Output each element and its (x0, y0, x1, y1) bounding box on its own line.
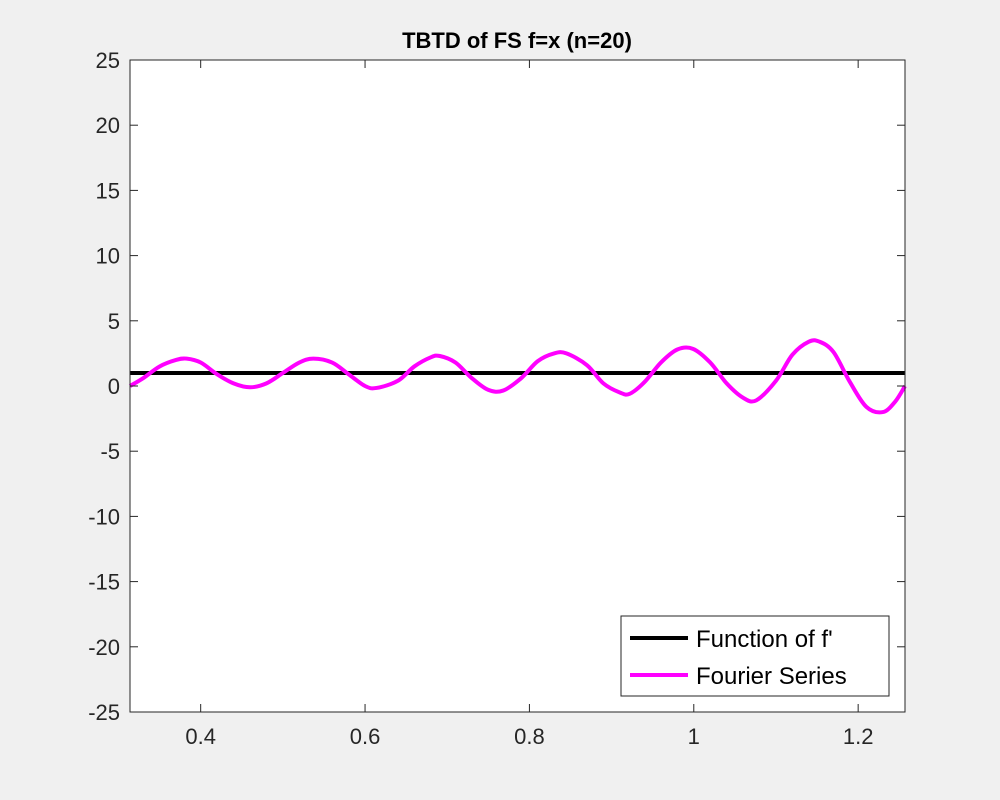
chart-title: TBTD of FS f=x (n=20) (402, 28, 632, 53)
y-axis-ticks: -25 -20 -15 -10 -5 0 5 10 15 20 25 (88, 48, 905, 725)
x-tick-label: 1.2 (843, 724, 874, 749)
y-tick-label: 10 (96, 244, 120, 269)
series-layer (128, 338, 907, 415)
y-tick-label: -25 (88, 700, 120, 725)
y-tick-label: 5 (108, 309, 120, 334)
x-tick-label: 1 (688, 724, 700, 749)
legend[interactable]: Function of f' Fourier Series (620, 615, 890, 697)
legend-label-fourier: Fourier Series (696, 663, 847, 690)
y-tick-label: -15 (88, 570, 120, 595)
y-tick-label: 20 (96, 113, 120, 138)
legend-box (620, 615, 890, 697)
legend-label-function: Function of f' (696, 626, 833, 653)
y-tick-label: -10 (88, 504, 120, 529)
y-tick-label: -20 (88, 635, 120, 660)
x-axis-ticks: 0.4 0.6 0.8 1 1.2 (185, 60, 873, 749)
x-tick-label: 0.4 (185, 724, 216, 749)
y-tick-label: 25 (96, 48, 120, 73)
y-tick-label: -5 (100, 439, 120, 464)
x-tick-label: 0.8 (514, 724, 545, 749)
y-tick-label: 0 (108, 374, 120, 399)
x-tick-label: 0.6 (350, 724, 381, 749)
series-line-fourier (128, 338, 907, 415)
y-tick-label: 15 (96, 178, 120, 203)
